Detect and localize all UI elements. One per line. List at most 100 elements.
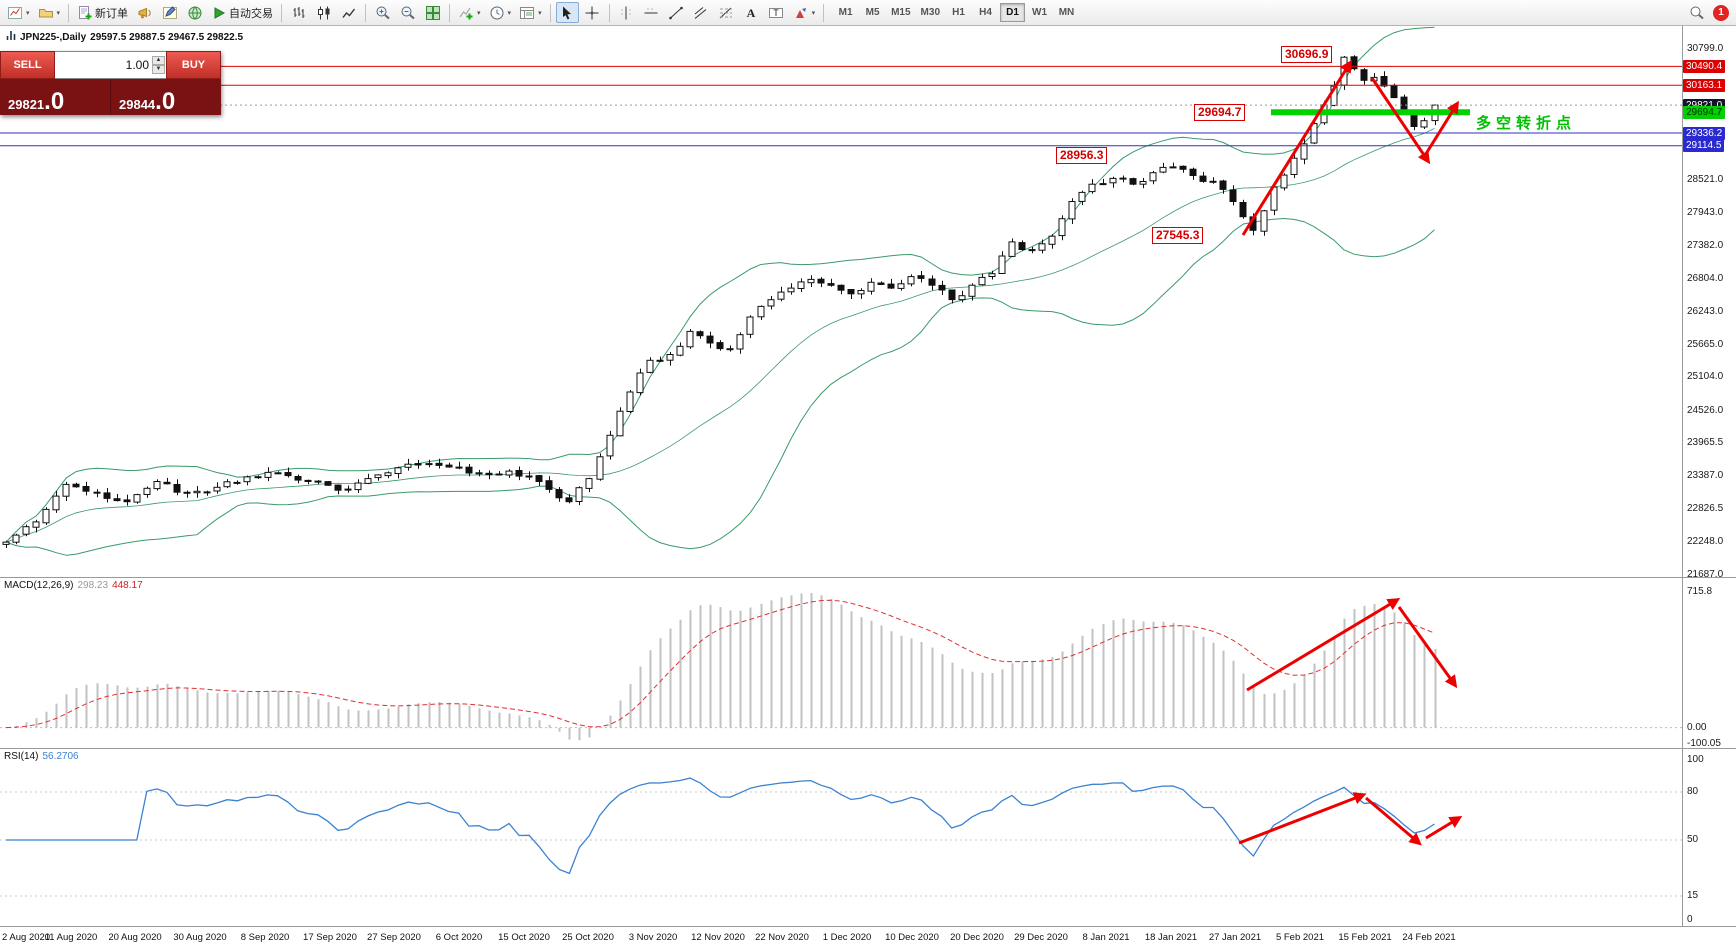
text-button[interactable]: A	[740, 2, 763, 23]
timeframe-M1[interactable]: M1	[833, 3, 858, 22]
pivot-note-text[interactable]: 多空转折点	[1476, 115, 1577, 132]
candle	[887, 283, 895, 289]
cursor-button[interactable]	[555, 2, 579, 23]
volume-up-icon[interactable]: ▲	[152, 56, 165, 65]
toolbar-separator	[449, 3, 451, 22]
time-scale[interactable]: 2 Aug 2020 11 Aug 2020 20 Aug 2020 30 Aug 2…	[0, 926, 1682, 949]
scale-label: 24526.0	[1687, 404, 1724, 416]
macd-pane[interactable]	[0, 593, 1682, 741]
vertical-line-button[interactable]	[615, 2, 638, 23]
scale-label: 22826.5	[1687, 502, 1724, 514]
alerts-button[interactable]	[133, 2, 156, 23]
trend-arrow[interactable]	[1241, 59, 1352, 236]
tile-windows-button[interactable]	[421, 2, 444, 23]
timeframe-W1[interactable]: W1	[1027, 3, 1052, 22]
timeframe-M30[interactable]: M30	[917, 3, 944, 22]
zoom-out-button[interactable]	[396, 2, 419, 23]
trend-arrow[interactable]	[1422, 100, 1459, 158]
scale-label: 100	[1687, 754, 1704, 765]
label-button[interactable]: T	[765, 2, 788, 23]
metaeditor-button[interactable]	[158, 2, 181, 23]
candlestick-chart-button[interactable]	[312, 2, 335, 23]
candle	[1390, 85, 1398, 99]
scale-label: 30799.0	[1687, 42, 1724, 54]
line-chart-button[interactable]	[337, 2, 360, 23]
candle	[93, 491, 101, 494]
new-order-button[interactable]: 新订单	[74, 2, 131, 23]
scale-label: 25665.0	[1687, 338, 1724, 350]
templates-button[interactable]: ▾	[516, 2, 545, 23]
time-scale-label: 12 Nov 2020	[691, 932, 745, 943]
timeframe-H4[interactable]: H4	[973, 3, 998, 22]
volume-value[interactable]: 1.00	[125, 58, 149, 72]
price-callout-pivot[interactable]: 29694.7	[1194, 104, 1246, 121]
candle	[777, 291, 785, 300]
timeframe-H1[interactable]: H1	[946, 3, 971, 22]
candle	[1189, 168, 1197, 176]
buy-price[interactable]: 29844.0	[110, 79, 221, 115]
candle	[827, 283, 835, 286]
timeframe-M15[interactable]: M15	[887, 3, 914, 22]
price-scale-tag: 29336.2	[1683, 126, 1726, 140]
price-scale[interactable]: 30799.0 28521.0 27943.0 27382.0 26804.0 26243…	[1683, 0, 1736, 949]
sell-price[interactable]: 29821.0	[0, 79, 110, 115]
chevron-down-icon: ▾	[507, 9, 512, 17]
price-callout-breakout[interactable]: 28956.3	[1056, 147, 1108, 164]
candle	[636, 372, 644, 394]
rsi-line	[6, 777, 1435, 875]
timeframe-D1[interactable]: D1	[1000, 3, 1025, 22]
buy-button[interactable]: BUY	[166, 51, 221, 79]
scale-label: 715.8	[1687, 586, 1713, 597]
rsi-header: RSI(14) 56.2706	[4, 751, 79, 762]
trend-arrow[interactable]	[1425, 816, 1463, 840]
market-button[interactable]	[183, 2, 206, 23]
channel-button[interactable]	[690, 2, 713, 23]
trend-arrow[interactable]	[1365, 796, 1422, 846]
chevron-down-icon: ▾	[56, 9, 61, 17]
price-callout-low[interactable]: 27545.3	[1152, 227, 1204, 244]
fibonacci-button[interactable]	[715, 2, 738, 23]
crosshair-button[interactable]	[581, 2, 604, 23]
price-scale-tag: 30163.1	[1683, 78, 1726, 92]
candle	[897, 283, 905, 289]
timeframe-MN[interactable]: MN	[1054, 3, 1079, 22]
trend-arrow[interactable]	[1397, 606, 1458, 689]
new-chart-button[interactable]: ▾	[4, 2, 33, 23]
periods-button[interactable]: ▾	[486, 2, 515, 23]
notification-badge[interactable]: 1	[1713, 4, 1729, 21]
time-scale-label: 1 Dec 2020	[822, 932, 872, 943]
rsi-pane[interactable]	[0, 777, 1682, 897]
sell-button[interactable]: SELL	[0, 51, 55, 79]
profiles-button[interactable]: ▾	[35, 2, 64, 23]
search-button[interactable]	[1685, 2, 1708, 23]
timeframe-M5[interactable]: M5	[860, 3, 885, 22]
time-scale-label: 8 Jan 2021	[1082, 932, 1130, 943]
candle	[354, 482, 362, 491]
candle	[968, 284, 976, 297]
volume-spin-buttons[interactable]: ▲ ▼	[152, 56, 165, 74]
candle	[917, 275, 925, 279]
trendline-button[interactable]	[665, 2, 688, 23]
price-callout-high[interactable]: 30696.9	[1281, 46, 1333, 63]
autotrading-button[interactable]: 自动交易	[208, 2, 276, 23]
arrows-button[interactable]: ▾	[790, 2, 819, 23]
candle	[817, 278, 825, 284]
trend-arrow[interactable]	[1370, 77, 1431, 165]
crosshair-icon	[584, 5, 600, 21]
chevron-down-icon: ▾	[477, 9, 481, 17]
time-scale-label: 3 Nov 2020	[628, 932, 678, 943]
trend-arrow[interactable]	[1246, 598, 1401, 692]
indicators-button[interactable]: ▾	[455, 2, 484, 23]
volume-stepper[interactable]: 1.00 ▲ ▼	[55, 51, 166, 79]
time-scale-label: 22 Nov 2020	[755, 932, 809, 943]
horizontal-line-button[interactable]	[640, 2, 663, 23]
volume-down-icon[interactable]: ▼	[152, 65, 165, 74]
bar-chart-button[interactable]	[287, 2, 310, 23]
zoom-in-button[interactable]	[371, 2, 394, 23]
candle	[103, 492, 111, 499]
trend-arrow[interactable]	[1238, 792, 1367, 845]
main-price-pane[interactable]	[0, 26, 1682, 556]
toolbar-button-label: 自动交易	[229, 7, 274, 20]
candle	[696, 331, 704, 337]
